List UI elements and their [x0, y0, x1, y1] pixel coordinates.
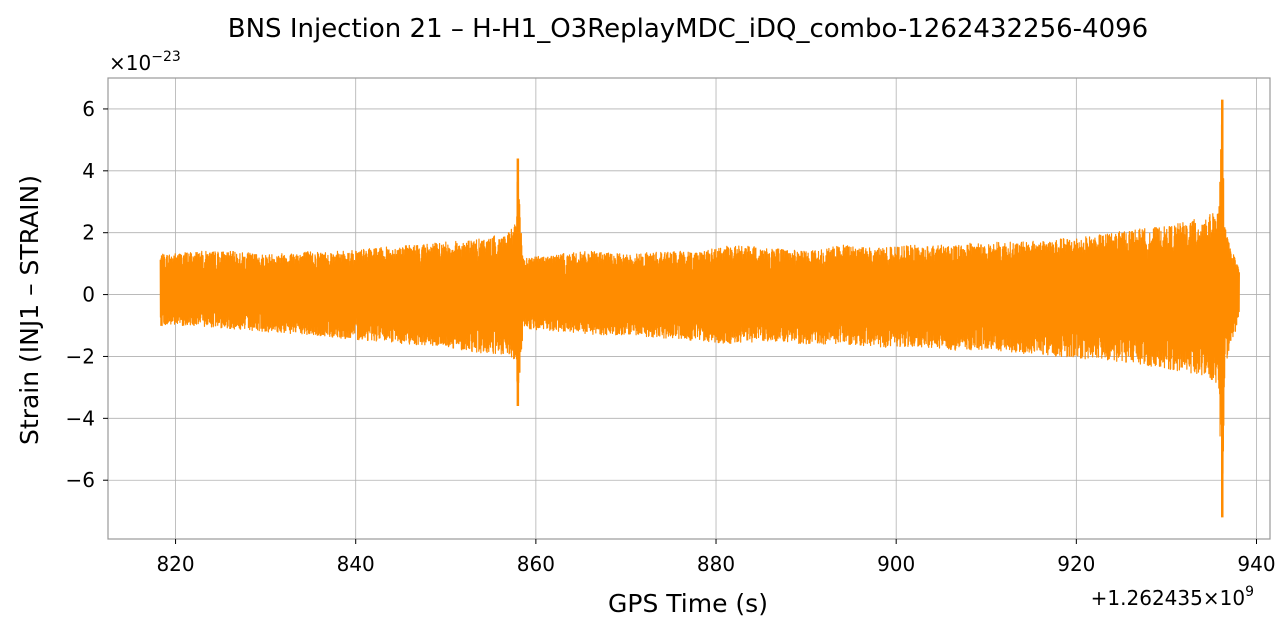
strain-series	[159, 99, 1240, 518]
x-offset-base: +1.262435×10	[1091, 586, 1245, 610]
y-tick-label: 2	[82, 221, 95, 245]
y-tick-label: 4	[82, 159, 95, 183]
y-scale-base: ×10	[109, 51, 151, 75]
y-tick-label: 0	[82, 283, 95, 307]
x-tick-label: 880	[697, 552, 735, 576]
x-tick-label: 820	[156, 552, 194, 576]
x-offset-exponent: 9	[1245, 584, 1254, 600]
axes-ticks: 820 840 860 880 900 920 940 −6 −4 −2 0 2 4 6	[66, 97, 1276, 576]
x-tick-label: 900	[877, 552, 915, 576]
y-scale-exponent: −23	[151, 49, 181, 65]
x-tick-label: 860	[517, 552, 555, 576]
y-axis-title: Strain (INJ1 – STRAIN)	[15, 175, 44, 445]
strain-line	[159, 124, 1240, 491]
y-tick-label: −4	[66, 406, 95, 430]
y-scale-label: ×10−23	[109, 49, 181, 75]
x-tick-label: 840	[337, 552, 375, 576]
y-tick-label: 6	[82, 97, 95, 121]
chart-title: BNS Injection 21 – H-H1_O3ReplayMDC_iDQ_…	[228, 14, 1148, 44]
x-axis-title: GPS Time (s)	[608, 589, 768, 618]
x-offset-label: +1.262435×109	[1091, 584, 1254, 610]
plot-frame	[107, 77, 1271, 540]
y-tick-label: −2	[66, 344, 95, 368]
y-tick-label: −6	[66, 468, 95, 492]
x-tick-label: 920	[1057, 552, 1095, 576]
x-tick-label: 940	[1237, 552, 1275, 576]
